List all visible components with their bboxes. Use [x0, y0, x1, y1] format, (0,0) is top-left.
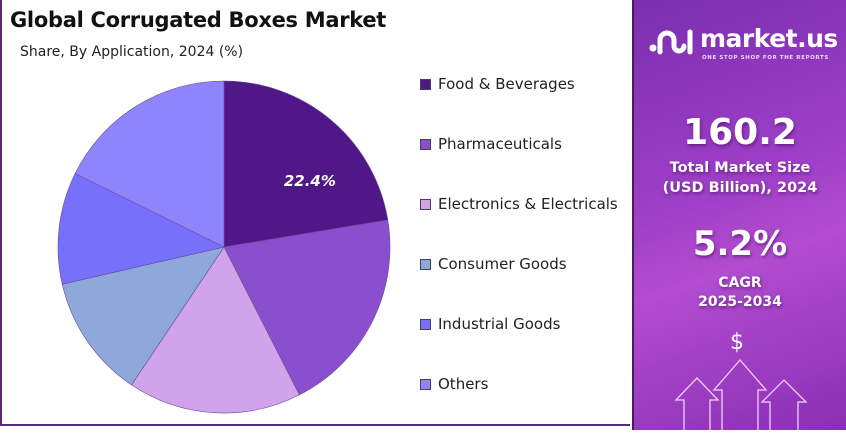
- legend-item: Others: [420, 372, 488, 396]
- cagr-label-line1: CAGR: [718, 275, 762, 291]
- market-size-label: Total Market Size (USD Billion), 2024: [634, 158, 846, 198]
- chart-panel: Global Corrugated Boxes Market Share, By…: [0, 0, 630, 426]
- legend-item: Industrial Goods: [420, 312, 560, 336]
- market-size-value: 160.2: [683, 112, 797, 153]
- growth-arrows-icon: [674, 359, 808, 430]
- legend-label: Industrial Goods: [438, 315, 561, 333]
- pie-slice-industrial-goods: [57, 173, 225, 285]
- brand-tagline: ONE STOP SHOP FOR THE REPORTS: [702, 55, 829, 61]
- legend-swatch: [420, 378, 431, 390]
- brand-name: market.us: [700, 24, 838, 53]
- stats-panel: market.us ONE STOP SHOP FOR THE REPORTS …: [632, 0, 846, 430]
- legend-item: Food & Beverages: [420, 72, 575, 96]
- chart-title: Global Corrugated Boxes Market: [10, 8, 387, 32]
- legend-item: Electronics & Electricals: [420, 192, 618, 216]
- dollar-icon: $: [730, 330, 744, 355]
- legend-label: Consumer Goods: [438, 255, 567, 273]
- legend-swatch: [420, 258, 431, 270]
- pie-slice-consumer-goods: [61, 246, 225, 386]
- legend-item: Pharmaceuticals: [420, 132, 562, 156]
- pie-slice-food-beverages: [223, 80, 389, 248]
- legend-item: Consumer Goods: [420, 252, 567, 276]
- data-label: 22.4%: [284, 172, 336, 190]
- pie-chart: 22.4%: [57, 80, 391, 414]
- market-us-logo: market.us ONE STOP SHOP FOR THE REPORTS: [648, 24, 838, 61]
- chart-subtitle: Share, By Application, 2024 (%): [20, 44, 244, 60]
- legend-label: Electronics & Electricals: [438, 195, 618, 213]
- cagr-period: 2025-2034: [698, 294, 782, 310]
- legend-label: Pharmaceuticals: [438, 135, 562, 153]
- cagr-value: 5.2%: [692, 224, 788, 264]
- market-size-label-line1: Total Market Size: [669, 160, 811, 176]
- logo-icon: [649, 29, 693, 55]
- legend-swatch: [420, 138, 431, 150]
- market-size-label-line2: (USD Billion), 2024: [662, 180, 818, 196]
- legend-swatch: [420, 198, 431, 210]
- pie-slice-pharmaceuticals: [223, 219, 391, 396]
- cagr-label: CAGR 2025-2034: [634, 274, 846, 312]
- legend-swatch: [420, 78, 431, 90]
- legend-swatch: [420, 318, 431, 330]
- legend-label: Others: [438, 375, 489, 393]
- legend-label: Food & Beverages: [438, 75, 575, 93]
- pie-slice-others: [74, 80, 225, 248]
- pie-slice-electronics-electricals: [131, 246, 300, 414]
